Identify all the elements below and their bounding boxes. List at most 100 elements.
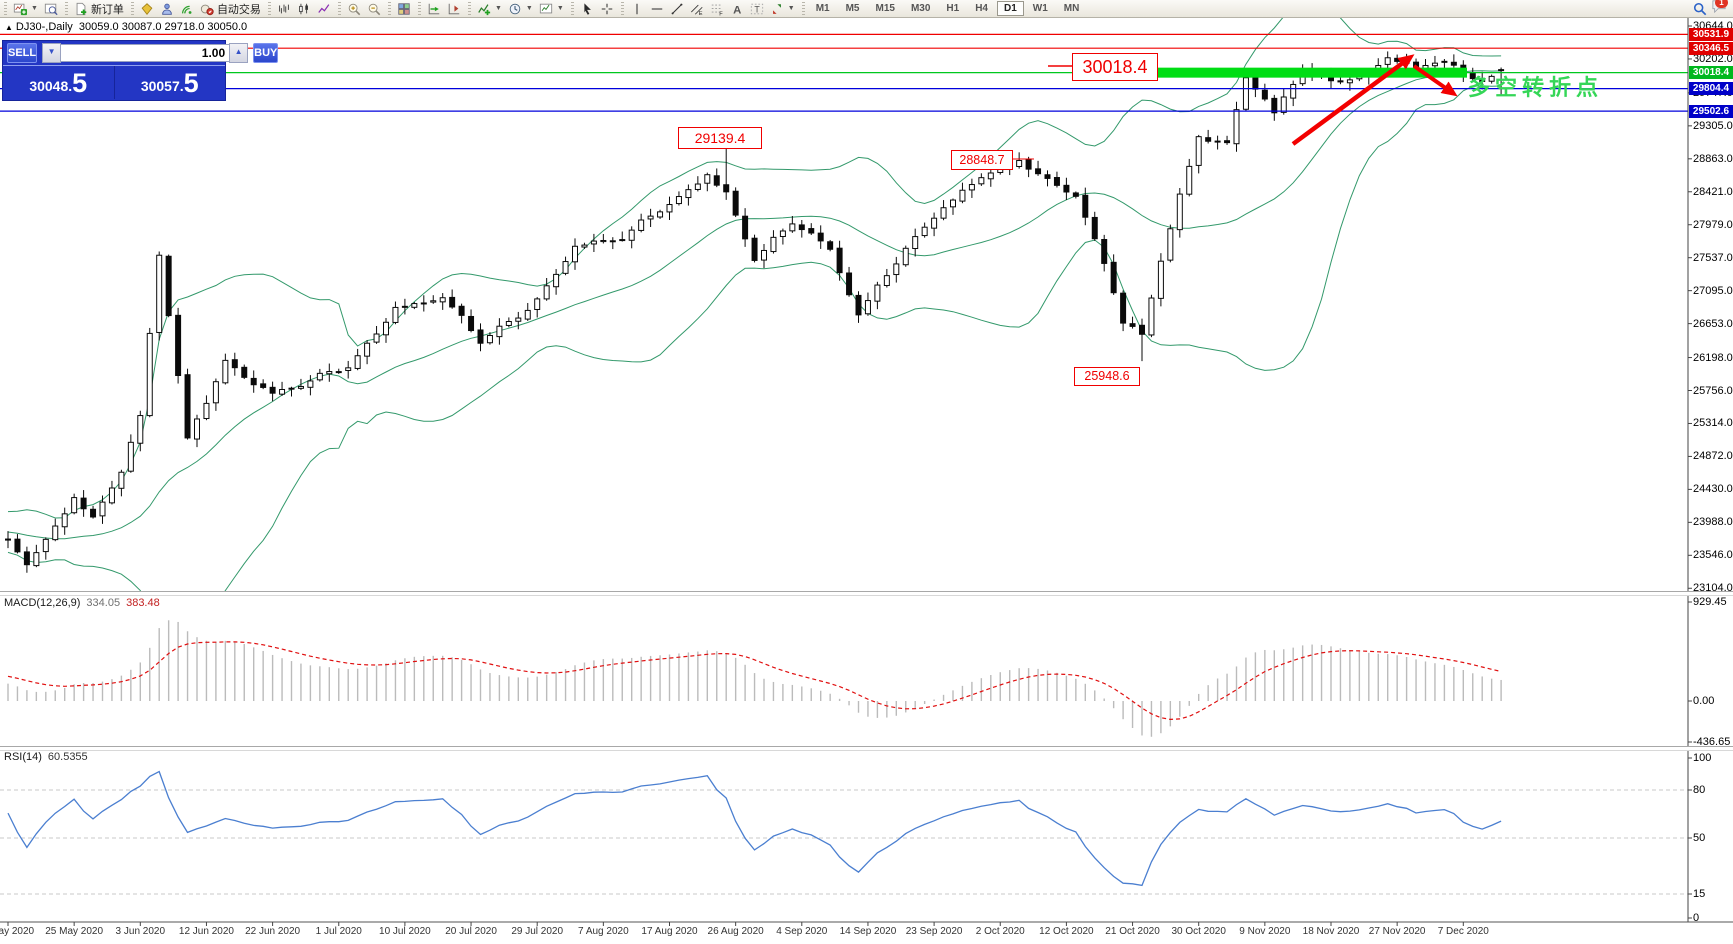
price-annotation: 25948.6 [1074,367,1140,386]
lot-decrease-button[interactable]: ▼ [42,43,62,63]
sell-button[interactable]: SELL [7,43,38,63]
date-label: 22 Jun 2020 [245,926,301,937]
auto-scroll-button[interactable] [424,0,444,17]
autotrading-button[interactable]: 自动交易 [197,0,264,17]
buy-button[interactable]: BUY [253,43,279,63]
candle-bull [194,418,200,440]
text-label-button[interactable]: T [747,0,767,17]
buy-price[interactable]: 30057. 5 [115,66,226,99]
rsi-label: RSI(14) 60.5355 [4,751,88,763]
chart-area[interactable]: ▲ DJ30-,Daily 30059.0 30087.0 29718.0 300… [0,18,1733,944]
chart-shift-button[interactable] [444,0,464,17]
candle-bull [666,204,673,213]
date-label: 7 Dec 2020 [1437,926,1489,937]
candle-bull [307,380,314,388]
candle-bull [931,217,938,229]
search-icon[interactable] [1693,2,1707,16]
horizontal-line-icon [651,7,662,10]
toolbar-grip [467,2,471,15]
new-chart-button[interactable]: ▼ [10,0,41,17]
candle-bull [789,223,796,232]
candle-bull [940,207,947,219]
timeframe-d1[interactable]: D1 [997,1,1024,16]
signals-button[interactable] [177,0,197,17]
lot-increase-button[interactable]: ▲ [229,43,249,63]
toolbar-grip [387,2,391,15]
pane-separator-rsi[interactable] [0,746,1733,751]
timeframe-m1[interactable]: M1 [815,3,830,14]
new-order-button[interactable]: 新订单 [71,0,127,17]
notifications-button[interactable]: 1 [1711,0,1728,18]
toolbar-grip [64,2,68,15]
candle-bull [373,333,380,343]
text-button[interactable]: A [727,0,747,17]
templates-button[interactable]: ▼ [536,0,567,17]
new-chart-icon [13,3,27,15]
crosshair-button[interactable] [597,0,617,17]
price-tick-label: 25756.0 [1693,384,1733,397]
candle-bull [345,367,352,371]
candle-bull [1431,62,1438,67]
trend-arrow [1291,54,1415,146]
ohlc-readout: 30059.0 30087.0 29718.0 30050.0 [78,21,248,33]
price-annotation: 28848.7 [951,150,1013,170]
line-chart-button[interactable] [314,0,334,17]
candle-chart-button[interactable] [294,0,314,17]
candle-bull [1233,109,1240,145]
arrows-button[interactable]: ▼ [767,0,798,17]
candle-bear [458,305,465,316]
date-label: 29 Jul 2020 [511,926,564,937]
price-tick-label: 23546.0 [1693,549,1733,562]
candle-bull [401,305,408,308]
lot-size-input[interactable] [61,44,230,62]
zoom-in-button[interactable] [344,0,364,17]
date-label: 17 Aug 2020 [641,926,698,937]
history-center-button[interactable] [137,0,157,17]
price-tick-label: 24872.0 [1693,450,1733,463]
candle-bear [817,232,824,242]
profiles-button[interactable] [41,0,61,17]
pane-separator-macd[interactable] [0,591,1733,596]
candle-bull [496,325,503,338]
candle-bear [23,551,30,566]
candle-bear [1091,216,1098,240]
candle-bull [42,538,49,553]
zoom-out-button[interactable] [364,0,384,17]
timeframe-m5[interactable]: M5 [845,3,860,14]
horizontal-line-button[interactable] [647,0,667,17]
timeframe-h4[interactable]: H4 [975,3,988,14]
timeframe-m15[interactable]: M15 [875,3,895,14]
timeframe-m30[interactable]: M30 [910,3,931,14]
tile-windows-button[interactable] [394,0,414,17]
candle-bear [80,497,87,510]
candle-bull [1280,96,1287,113]
candle-bull [874,284,881,302]
bar-chart-button[interactable] [274,0,294,17]
candle-bear [1214,140,1221,143]
fibonacci-button[interactable]: F [707,0,727,17]
candle-bull [1488,75,1495,82]
price-tick-label: 28863.0 [1693,152,1733,165]
price-tick-label: 25314.0 [1693,417,1733,430]
community-button[interactable] [157,0,177,17]
timeframe-mn[interactable]: MN [1063,3,1080,14]
cursor-button[interactable] [577,0,597,17]
timeframe-h1[interactable]: H1 [946,3,960,14]
vertical-line-button[interactable] [627,0,647,17]
macd-pane [7,620,1502,737]
price-level-badge: 29502.6 [1689,104,1733,118]
channel-button[interactable]: E [687,0,707,17]
candle-bull [420,302,427,305]
periods-button[interactable]: ▼ [505,0,536,17]
candle-bull [392,306,399,323]
candle-bull [1242,77,1249,110]
new-order-icon [76,2,87,15]
dropdown-caret-icon: ▼ [787,5,795,12]
sell-price[interactable]: 30048. 5 [3,66,115,99]
timeframe-w1[interactable]: W1 [1032,3,1048,14]
price-level-badge: 30018.4 [1689,66,1733,80]
indicators-button[interactable]: ▼ [474,0,505,17]
arrows-icon [772,3,781,14]
price-tick-label: 23988.0 [1693,516,1733,529]
trendline-button[interactable] [667,0,687,17]
